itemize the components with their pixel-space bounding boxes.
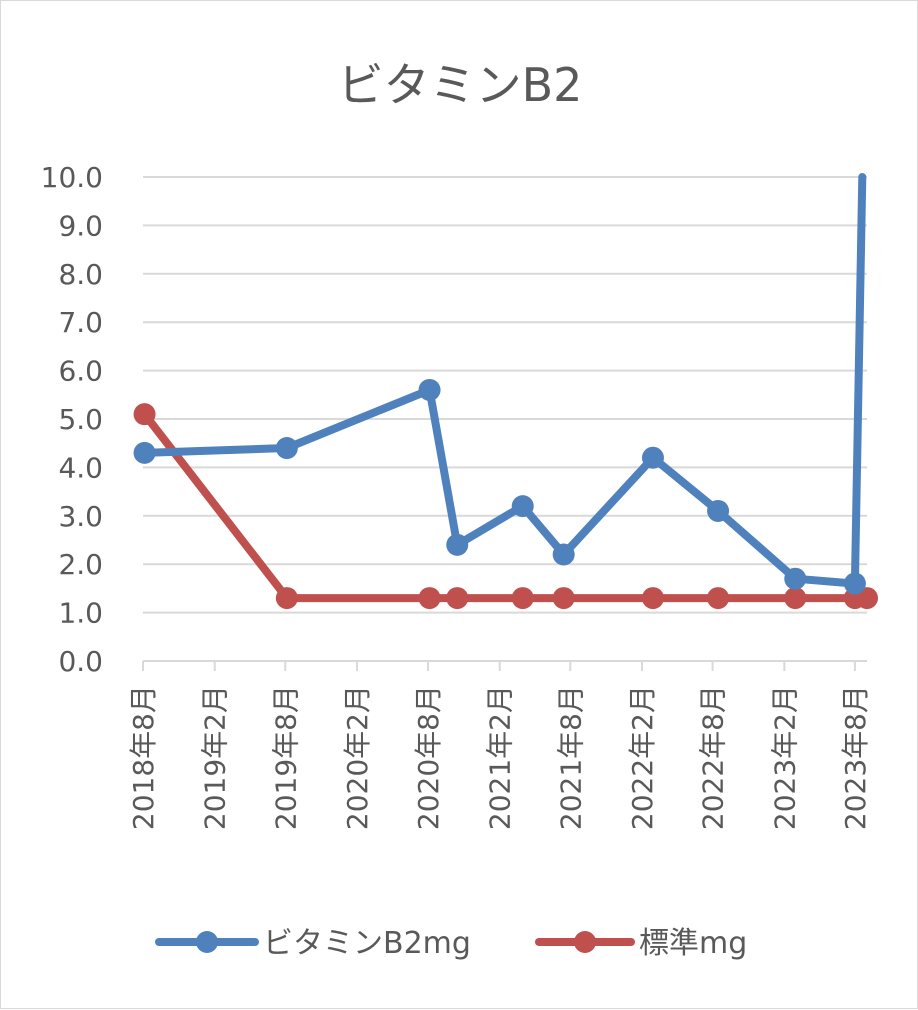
- legend-item: 標準mg: [535, 926, 747, 961]
- y-tick-label: 1.0: [58, 597, 103, 630]
- data-point: [418, 587, 441, 610]
- data-point: [641, 587, 664, 610]
- data-point: [707, 499, 730, 522]
- y-tick-label: 3.0: [58, 500, 103, 533]
- data-point: [856, 587, 878, 610]
- y-tick-label: 6.0: [58, 355, 103, 388]
- legend: ビタミンB2mg 標準mg: [155, 926, 747, 961]
- series-1: [133, 403, 878, 610]
- series-0: [133, 173, 867, 595]
- data-point: [511, 587, 534, 610]
- y-tick-label: 5.0: [58, 403, 103, 436]
- legend-item: ビタミンB2mg: [155, 926, 471, 961]
- legend-marker: [574, 931, 596, 953]
- y-tick-label: 7.0: [58, 306, 103, 339]
- series-line: [140, 410, 871, 603]
- x-tick-label: 2023年8月: [839, 685, 872, 830]
- chart-title: ビタミンB2: [338, 58, 583, 112]
- data-point: [552, 543, 575, 566]
- y-tick-label: 10.0: [41, 161, 103, 194]
- legend-marker: [196, 931, 218, 953]
- data-point: [552, 587, 575, 610]
- x-tick-label: 2018年8月: [127, 685, 160, 830]
- data-point: [784, 587, 807, 610]
- x-tick-label: 2022年2月: [626, 685, 659, 830]
- x-tick-label: 2019年8月: [269, 685, 302, 830]
- data-point: [707, 587, 730, 610]
- data-point: [275, 587, 298, 610]
- x-tick-label: 2020年8月: [412, 685, 445, 830]
- data-point: [133, 403, 156, 426]
- series-line: [140, 173, 867, 588]
- data-point: [275, 437, 298, 460]
- x-tick-label: 2021年8月: [554, 685, 587, 830]
- x-tick-label: 2021年2月: [484, 685, 517, 830]
- y-axis: 0.0 1.0 2.0 3.0 4.0 5.0 6.0 7.0 8.0 9.0 10.0: [41, 161, 103, 678]
- data-point: [418, 378, 441, 401]
- y-tick-label: 0.0: [58, 645, 103, 678]
- data-point: [133, 441, 156, 464]
- data-point: [446, 587, 469, 610]
- x-tick-label: 2023年2月: [768, 685, 801, 830]
- data-point: [446, 533, 469, 556]
- x-tick-label: 2020年2月: [341, 685, 374, 830]
- y-tick-label: 2.0: [58, 548, 103, 581]
- x-tick-label: 2019年2月: [199, 685, 232, 830]
- data-point: [511, 495, 534, 518]
- legend-label: ビタミンB2mg: [263, 926, 471, 961]
- y-tick-label: 4.0: [58, 451, 103, 484]
- series-layer: [133, 173, 878, 610]
- legend-label: 標準mg: [639, 926, 747, 961]
- y-tick-label: 9.0: [58, 209, 103, 242]
- data-point: [843, 572, 866, 595]
- y-tick-label: 8.0: [58, 258, 103, 291]
- data-point: [784, 567, 807, 590]
- data-point: [641, 446, 664, 469]
- x-axis: 2018年8月 2019年2月 2019年8月 2020年2月 2020年8月 2021年…: [127, 660, 872, 830]
- x-tick-label: 2022年8月: [697, 685, 730, 830]
